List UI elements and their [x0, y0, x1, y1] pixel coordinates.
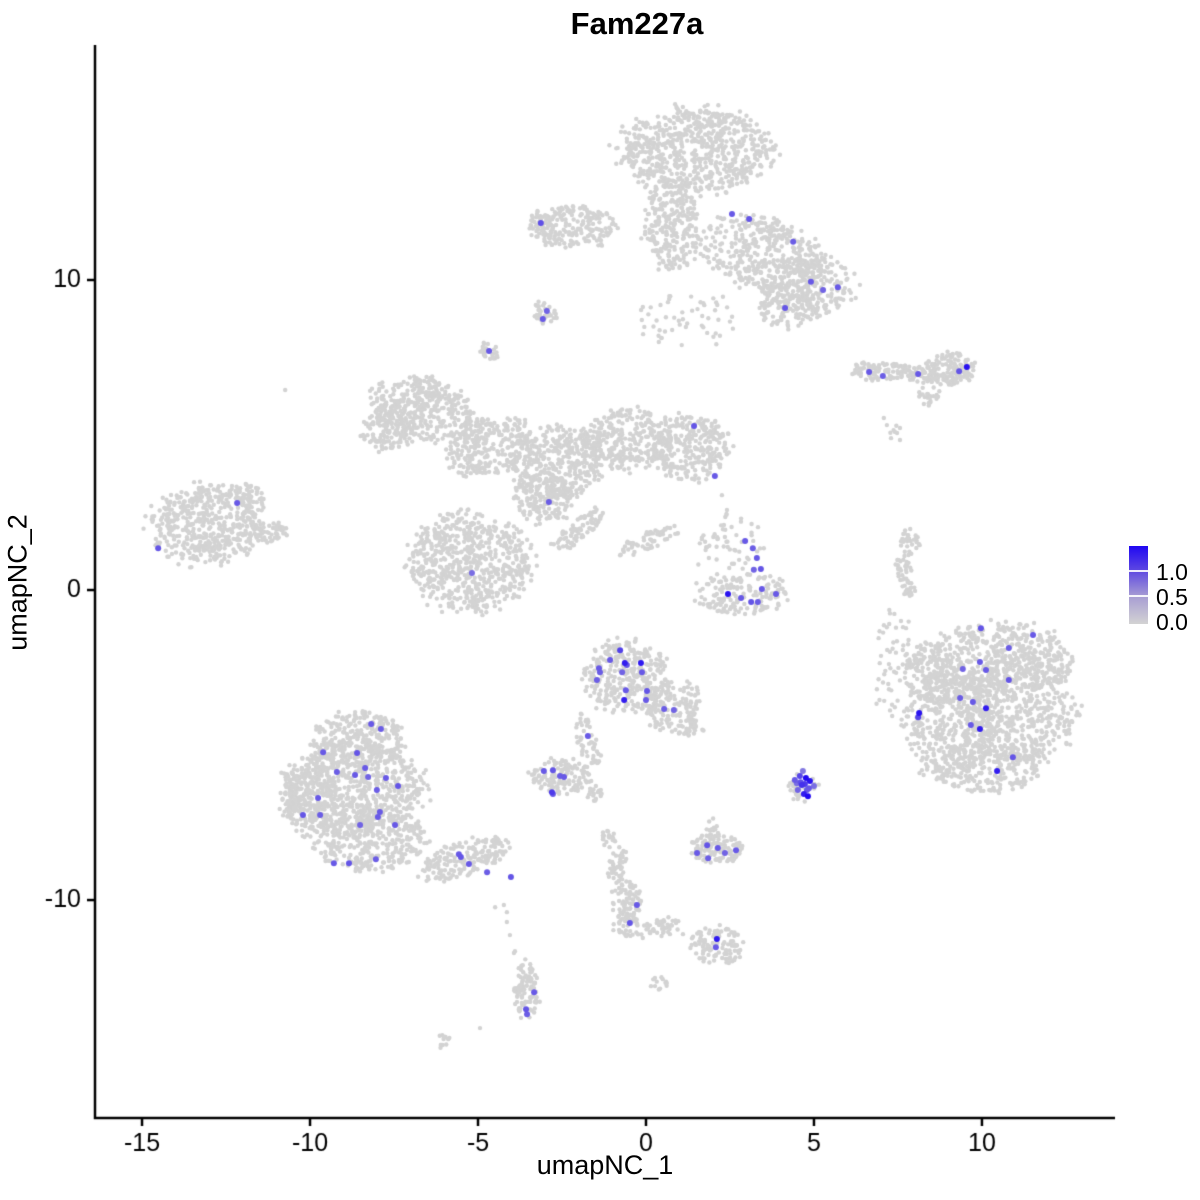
y-axis-label: umapNC_2 [2, 514, 33, 651]
legend-label-low: 0.0 [1156, 609, 1188, 635]
plot-title: Fam227a [570, 6, 704, 41]
legend-tick-high [1129, 570, 1148, 572]
legend-gradient-bar [1129, 546, 1148, 624]
x-axis-label: umapNC_1 [536, 1150, 674, 1180]
legend-label-mid: 0.5 [1156, 584, 1188, 610]
legend-label-high: 1.0 [1156, 559, 1188, 585]
legend-tick-mid [1129, 595, 1148, 597]
